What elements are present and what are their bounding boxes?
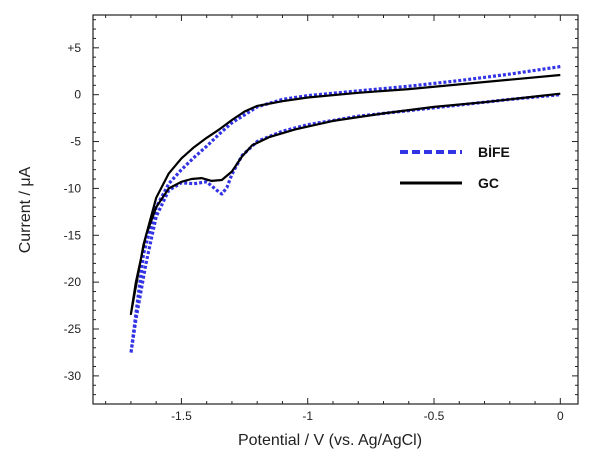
legend-label-bife: BİFE [478,144,510,160]
x-tick-label: -0.5 [424,409,445,423]
plot-frame [92,14,579,405]
y-tick-label: -30 [64,369,82,383]
y-tick-label: -20 [64,275,82,289]
x-tick-label: -1.5 [171,409,192,423]
y-tick-label: -25 [64,322,82,336]
series-line-bife [129,65,561,355]
y-axis-title: Current / μA [17,166,34,253]
y-tick-label: 0 [74,88,81,102]
x-tick-label: 0 [557,409,564,423]
legend-label-gc: GC [478,175,499,191]
x-tick-label: -1 [302,409,313,423]
axes-layer: -1.5 -1 -0.5 0 +5 0 -5 -10 -15 -20 -25 -30 [64,14,579,423]
y-tick-label: -15 [64,228,82,242]
y-tick-label: +5 [67,41,81,55]
x-axis-title: Potential / V (vs. Ag/AgCl) [238,432,422,449]
series-line-gc [129,73,561,316]
y-tick-label: -10 [64,181,82,195]
legend: BİFE GC [400,144,510,191]
y-tick-label: -5 [70,135,81,149]
series-layer [129,65,561,355]
